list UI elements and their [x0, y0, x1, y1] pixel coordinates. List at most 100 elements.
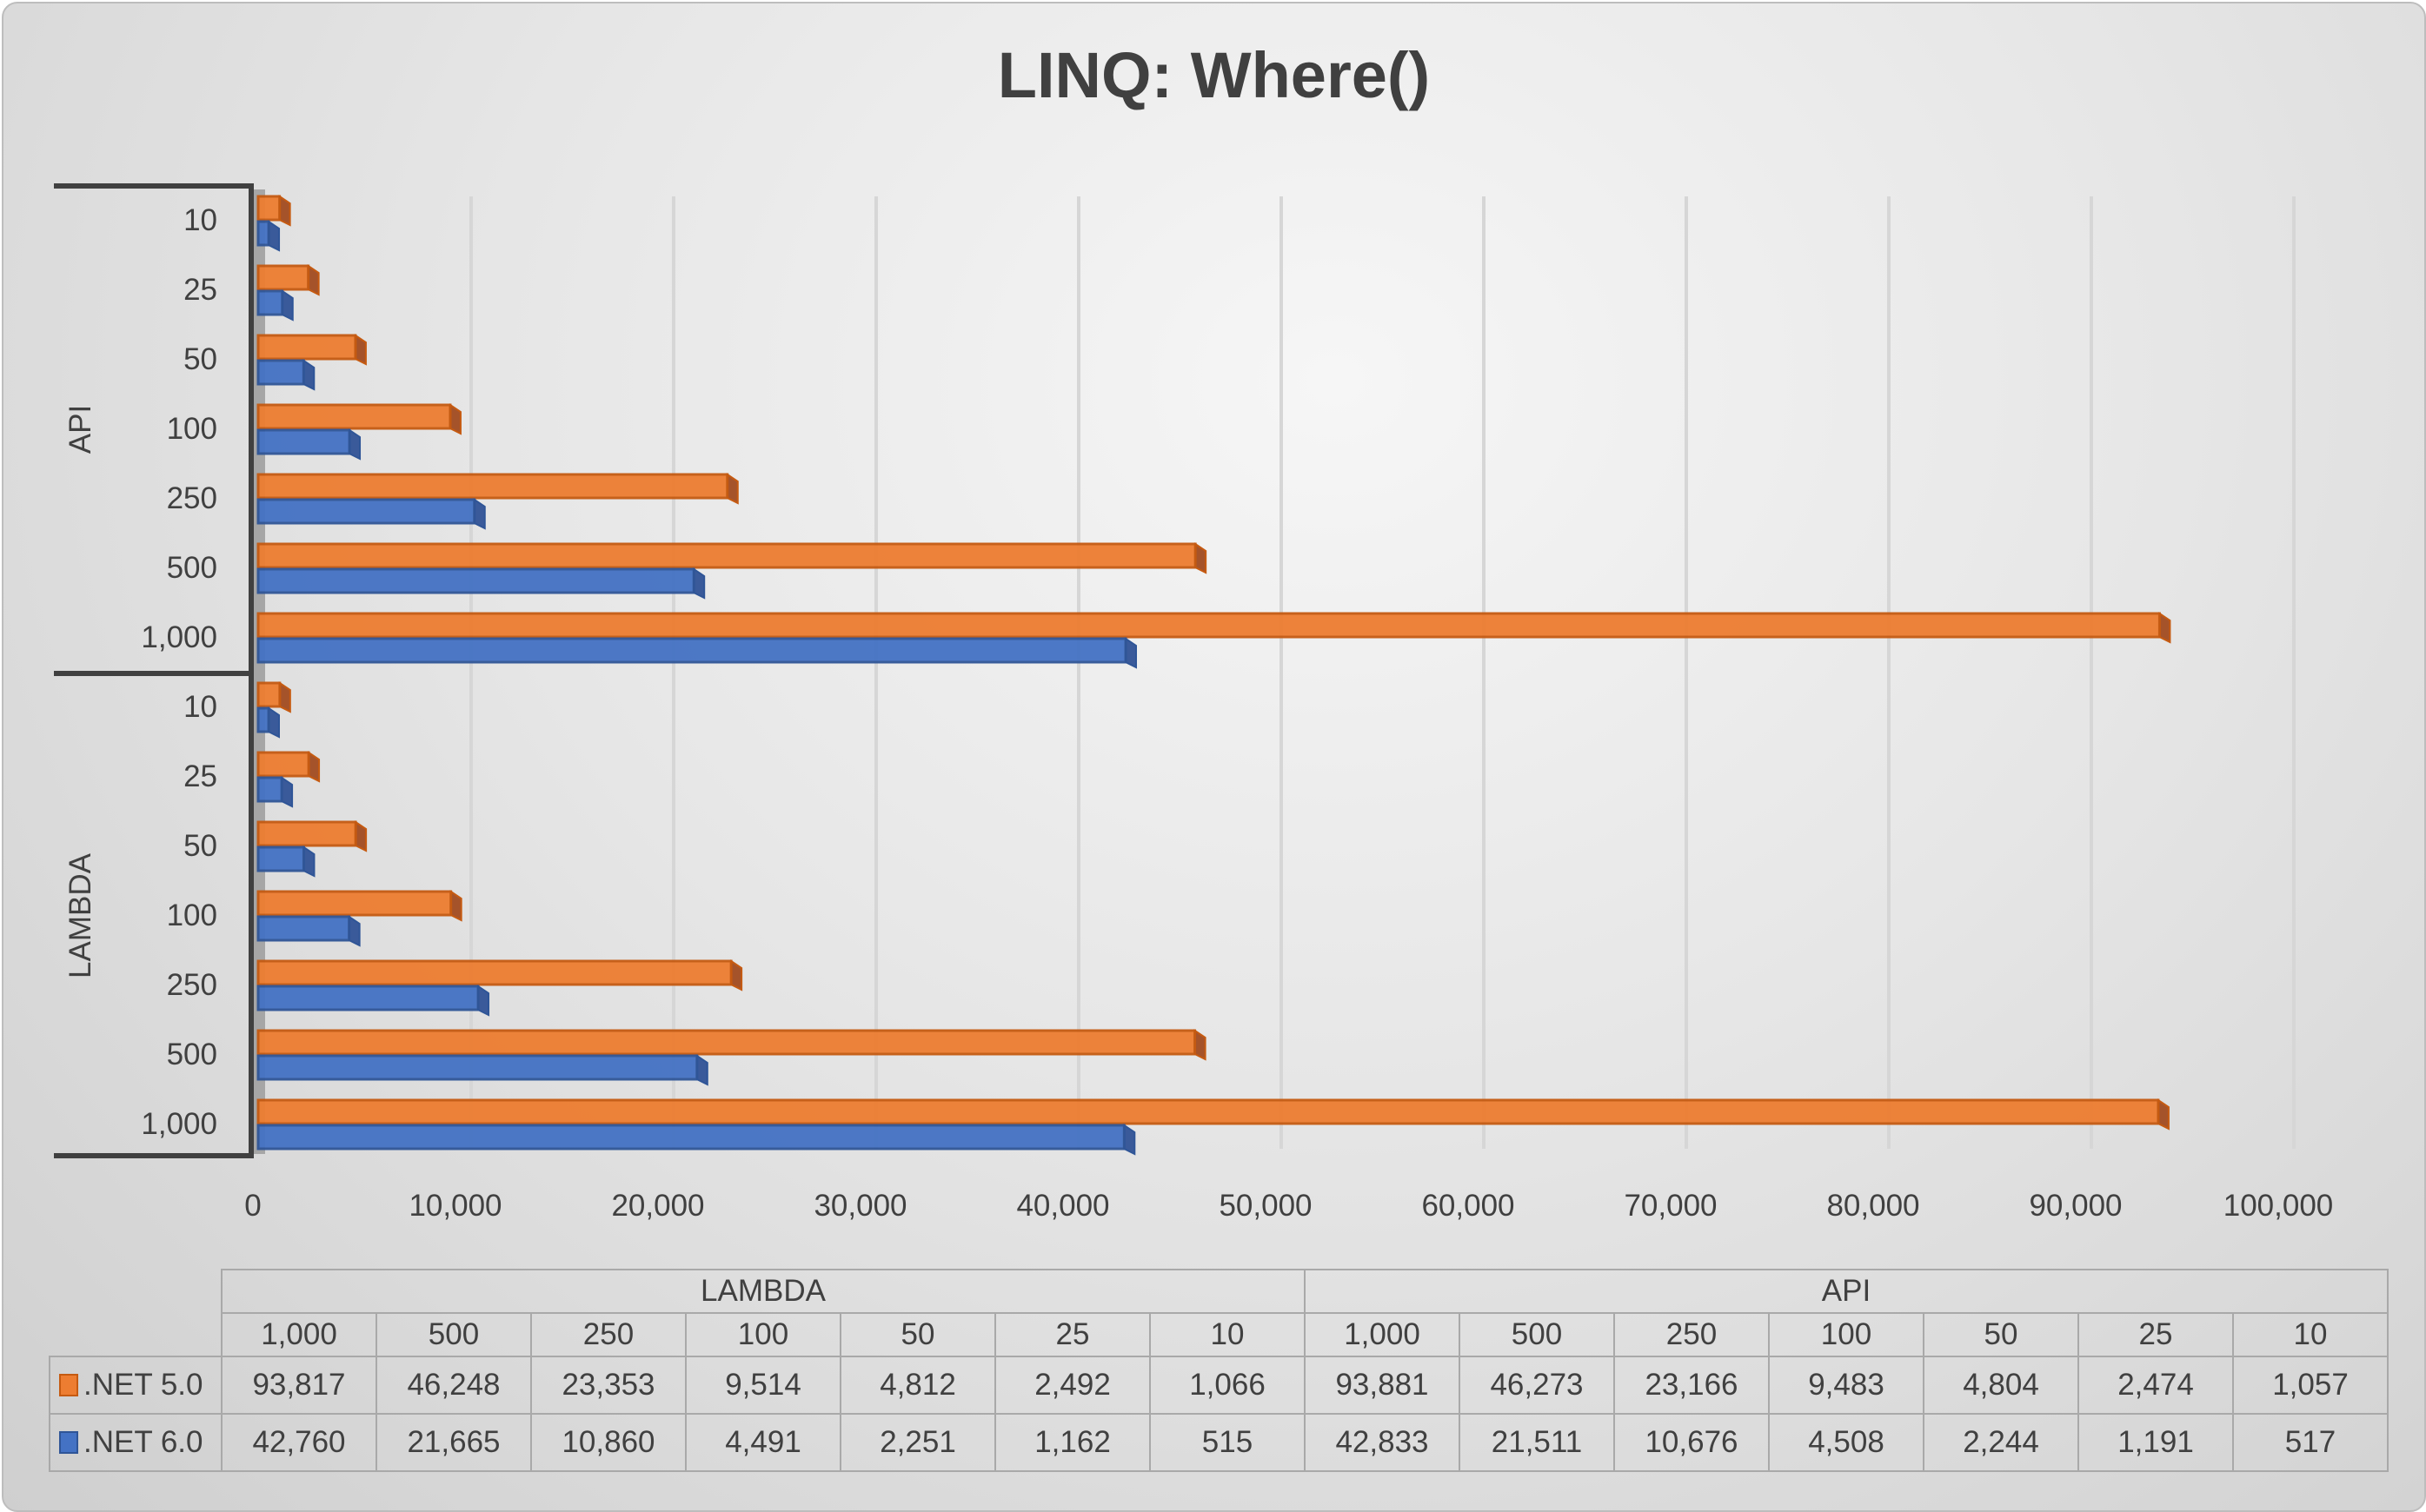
x-tick-label: 20,000 — [611, 1189, 704, 1223]
bar-net5 — [256, 612, 2171, 644]
plot-area: 0 10,000 20,000 30,000 40,000 50,000 60,000 70,… — [54, 183, 2334, 1223]
bar-net5 — [256, 959, 743, 991]
table-cell: 1,162 — [994, 1413, 1151, 1472]
bar-net5 — [256, 403, 462, 435]
table-cell: 517 — [2232, 1413, 2389, 1472]
table-category-header: 1,000 — [221, 1312, 377, 1357]
bar-net6 — [256, 359, 316, 391]
table-cell: 46,273 — [1459, 1356, 1615, 1415]
bar-net6 — [256, 1054, 708, 1086]
table-cell: 42,760 — [221, 1413, 377, 1472]
category-label: 50 — [183, 342, 217, 376]
bar-net6 — [256, 220, 281, 252]
x-tick-label: 40,000 — [1016, 1189, 1109, 1223]
bar-net6 — [256, 498, 486, 530]
table-group-header: API — [1304, 1269, 2389, 1314]
category-label: 250 — [167, 968, 217, 1002]
x-tick-label: 60,000 — [1421, 1189, 1514, 1223]
table-category-header: 100 — [685, 1312, 841, 1357]
bar-net6 — [256, 706, 280, 739]
table-cell: 2,244 — [1923, 1413, 2079, 1472]
table-category-header: 250 — [1613, 1312, 1770, 1357]
bar-net5 — [256, 542, 1207, 574]
series-name: .NET 5.0 — [83, 1368, 203, 1402]
legend-swatch-icon — [59, 1374, 78, 1396]
table-row: .NET 6.0 42,760 21,665 10,860 4,491 2,251 1,16… — [49, 1413, 2389, 1472]
table-cell: 93,881 — [1304, 1356, 1460, 1415]
legend-swatch-icon — [59, 1431, 78, 1454]
table-category-header: 500 — [376, 1312, 532, 1357]
data-table: LAMBDA API 1,000 500 250 100 50 25 10 1,000 500 25… — [49, 1269, 2389, 1472]
bar-net6 — [256, 289, 294, 322]
bar-net5 — [256, 195, 291, 227]
table-cell: 21,665 — [376, 1413, 532, 1472]
table-cell: 1,057 — [2232, 1356, 2389, 1415]
table-category-header: 1,000 — [1304, 1312, 1460, 1357]
category-label: 1,000 — [141, 620, 217, 654]
x-tick-label: 30,000 — [814, 1189, 907, 1223]
table-group-header: LAMBDA — [221, 1269, 1306, 1314]
table-cell: 4,812 — [840, 1356, 996, 1415]
table-cell: 23,166 — [1613, 1356, 1770, 1415]
category-label: 25 — [183, 273, 217, 307]
table-cell: 4,491 — [685, 1413, 841, 1472]
bar-net5 — [256, 820, 368, 852]
table-category-header: 25 — [994, 1312, 1151, 1357]
category-label: 250 — [167, 481, 217, 515]
table-cell: 10,860 — [530, 1413, 687, 1472]
category-label: 10 — [183, 203, 217, 237]
table-cell: 21,511 — [1459, 1413, 1615, 1472]
bar-net6 — [256, 985, 490, 1017]
table-category-header: 10 — [2232, 1312, 2389, 1357]
table-cell: 9,483 — [1768, 1356, 1924, 1415]
bar-net6 — [256, 637, 1138, 669]
table-cell: 9,514 — [685, 1356, 841, 1415]
table-cell: 4,508 — [1768, 1413, 1924, 1472]
table-cell: 23,353 — [530, 1356, 687, 1415]
x-tick-label: 70,000 — [1624, 1189, 1717, 1223]
bar-net5 — [256, 751, 321, 783]
x-tick-label: 100,000 — [2223, 1189, 2334, 1223]
category-label: 500 — [167, 551, 217, 585]
bar-net5 — [256, 264, 320, 296]
group-label: API — [63, 405, 97, 454]
category-label: 500 — [167, 1038, 217, 1071]
category-label: 100 — [167, 899, 217, 932]
bar-net6 — [256, 915, 361, 947]
x-tick-label: 0 — [244, 1189, 261, 1223]
series-name: .NET 6.0 — [83, 1425, 203, 1459]
x-tick-label: 50,000 — [1219, 1189, 1312, 1223]
category-label: 25 — [183, 759, 217, 793]
table-category-header: 100 — [1768, 1312, 1924, 1357]
table-cell: 46,248 — [376, 1356, 532, 1415]
bar-net5 — [256, 1098, 2170, 1131]
table-cell: 1,066 — [1149, 1356, 1306, 1415]
bar-net6 — [256, 428, 362, 461]
table-cell: 2,492 — [994, 1356, 1151, 1415]
x-tick-label: 80,000 — [1826, 1189, 1919, 1223]
table-cell: 42,833 — [1304, 1413, 1460, 1472]
category-label: 50 — [183, 829, 217, 863]
x-tick-label: 90,000 — [2029, 1189, 2122, 1223]
table-category-header: 250 — [530, 1312, 687, 1357]
bar-net5 — [256, 1029, 1206, 1061]
bar-net5 — [256, 890, 462, 922]
table-category-header: 50 — [1923, 1312, 2079, 1357]
bar-net6 — [256, 776, 294, 808]
category-label: 1,000 — [141, 1107, 217, 1141]
table-row: .NET 5.0 93,817 46,248 23,353 9,514 4,812 2,49… — [49, 1356, 2389, 1415]
bar-net6 — [256, 846, 316, 878]
bar-net5 — [256, 334, 367, 366]
bar-net6 — [256, 567, 706, 600]
table-cell: 4,804 — [1923, 1356, 2079, 1415]
bar-net5 — [256, 681, 291, 713]
table-category-header: 25 — [2077, 1312, 2234, 1357]
table-cell: 2,474 — [2077, 1356, 2234, 1415]
table-category-header: 50 — [840, 1312, 996, 1357]
chart-title: LINQ: Where() — [997, 39, 1431, 111]
category-label: 100 — [167, 412, 217, 446]
x-tick-label: 10,000 — [409, 1189, 502, 1223]
bar-net6 — [256, 1124, 1136, 1156]
table-cell: 515 — [1149, 1413, 1306, 1472]
